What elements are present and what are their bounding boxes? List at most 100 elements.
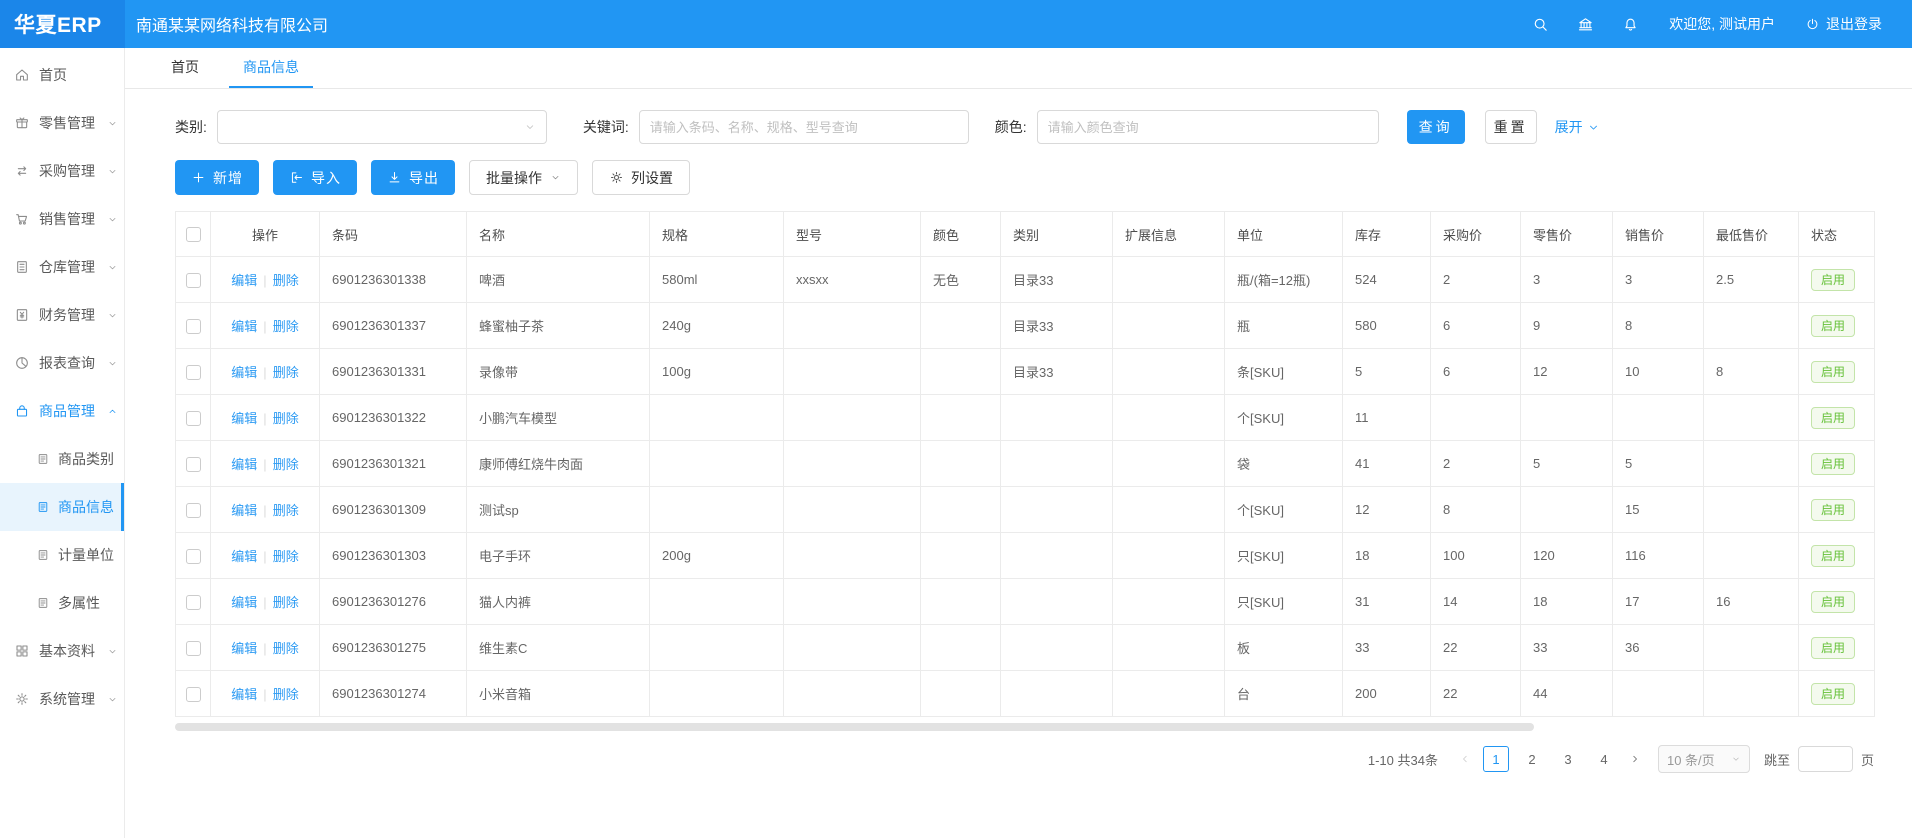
sidebar-subitem[interactable]: 商品类别 — [0, 435, 124, 483]
edit-link[interactable]: 编辑 — [231, 687, 258, 702]
export-button[interactable]: 导出 — [371, 160, 455, 195]
sidebar-item-gear[interactable]: 系统管理 — [0, 675, 124, 723]
sidebar-subitem[interactable]: 商品信息 — [0, 483, 124, 531]
bank-icon[interactable] — [1577, 16, 1594, 33]
keyword-input[interactable] — [638, 110, 969, 144]
bell-icon[interactable] — [1622, 16, 1639, 33]
import-icon — [289, 170, 304, 185]
delete-link[interactable]: 删除 — [272, 273, 299, 288]
row-checkbox[interactable] — [185, 640, 201, 656]
edit-link[interactable]: 编辑 — [231, 411, 258, 426]
row-checkbox[interactable] — [185, 364, 201, 380]
delete-link[interactable]: 删除 — [272, 503, 299, 518]
delete-link[interactable]: 删除 — [272, 365, 299, 380]
status-badge: 启用 — [1811, 682, 1856, 705]
category-select[interactable] — [216, 110, 547, 144]
jump-page-input[interactable] — [1797, 746, 1853, 772]
chevron-left-icon — [1459, 753, 1471, 765]
table-row: 编辑 | 删除 6901236301275 维生素C 板 33 22 33 36 启… — [175, 624, 1875, 671]
edit-link[interactable]: 编辑 — [231, 365, 258, 380]
delete-link[interactable]: 删除 — [272, 319, 299, 334]
tab-bar: 首页 商品信息 — [125, 48, 1912, 89]
cell-ext — [1112, 486, 1225, 533]
scrollbar-thumb[interactable] — [175, 723, 1535, 731]
page-number-button[interactable]: 1 — [1482, 746, 1509, 772]
row-checkbox[interactable] — [185, 502, 201, 518]
edit-link[interactable]: 编辑 — [231, 457, 258, 472]
sidebar-item-retail[interactable]: 零售管理 — [0, 99, 124, 147]
expand-link[interactable]: 展开 — [1555, 117, 1600, 137]
delete-link[interactable]: 删除 — [272, 687, 299, 702]
cell-sale-price: 15 — [1612, 486, 1704, 533]
page-number-button[interactable]: 3 — [1564, 751, 1572, 767]
import-button[interactable]: 导入 — [273, 160, 357, 195]
delete-link[interactable]: 删除 — [272, 595, 299, 610]
cell-category — [1000, 440, 1113, 487]
page-number-button[interactable]: 2 — [1528, 751, 1536, 767]
edit-link[interactable]: 编辑 — [231, 273, 258, 288]
sidebar-subitem[interactable]: 多属性 — [0, 579, 124, 627]
cell-sale-price: 8 — [1612, 302, 1704, 349]
cell-barcode: 6901236301274 — [319, 670, 467, 717]
edit-link[interactable]: 编辑 — [231, 503, 258, 518]
row-checkbox[interactable] — [185, 272, 201, 288]
cell-unit: 个[SKU] — [1224, 486, 1343, 533]
next-page-button[interactable] — [1622, 746, 1648, 772]
tab-home[interactable]: 首页 — [171, 59, 199, 75]
sidebar-item-warehouse[interactable]: 仓库管理 — [0, 243, 124, 291]
delete-link[interactable]: 删除 — [272, 457, 299, 472]
page-number-button[interactable]: 4 — [1600, 751, 1608, 767]
chevron-down-icon — [107, 262, 118, 273]
cell-unit: 只[SKU] — [1224, 532, 1343, 579]
cell-lowest-price — [1703, 670, 1799, 717]
edit-link[interactable]: 编辑 — [231, 319, 258, 334]
cell-model — [783, 486, 921, 533]
edit-link[interactable]: 编辑 — [231, 641, 258, 656]
reset-button[interactable]: 重置 — [1484, 110, 1537, 144]
batch-actions-button[interactable]: 批量操作 — [469, 160, 578, 195]
edit-link[interactable]: 编辑 — [231, 549, 258, 564]
delete-link[interactable]: 删除 — [272, 641, 299, 656]
edit-link[interactable]: 编辑 — [231, 595, 258, 610]
table-row: 编辑 | 删除 6901236301274 小米音箱 台 200 22 44 启用 — [175, 670, 1875, 717]
cell-ext — [1112, 578, 1225, 625]
row-checkbox[interactable] — [185, 548, 201, 564]
sidebar-subitem[interactable]: 计量单位 — [0, 531, 124, 579]
sidebar-item-report[interactable]: 报表查询 — [0, 339, 124, 387]
cell-model — [783, 394, 921, 441]
row-checkbox[interactable] — [185, 410, 201, 426]
cell-sale-price: 10 — [1612, 348, 1704, 395]
cell-retail-price — [1520, 394, 1613, 441]
page-size-select[interactable]: 10 条/页 — [1657, 745, 1750, 773]
row-checkbox[interactable] — [185, 594, 201, 610]
row-checkbox[interactable] — [185, 686, 201, 702]
delete-link[interactable]: 删除 — [272, 411, 299, 426]
sidebar-item-grid[interactable]: 基本资料 — [0, 627, 124, 675]
row-checkbox[interactable] — [185, 456, 201, 472]
column-settings-button[interactable]: 列设置 — [592, 160, 690, 195]
plus-icon — [191, 170, 206, 185]
delete-link[interactable]: 删除 — [272, 549, 299, 564]
cell-unit: 条[SKU] — [1224, 348, 1343, 395]
topbar-right: 欢迎您, 测试用户 退出登录 — [1504, 14, 1912, 34]
sidebar-item-purchase[interactable]: 采购管理 — [0, 147, 124, 195]
add-button[interactable]: 新增 — [175, 160, 259, 195]
select-all-checkbox[interactable] — [185, 227, 201, 243]
op-separator: | — [263, 273, 267, 288]
cell-category — [1000, 670, 1113, 717]
row-checkbox[interactable] — [185, 318, 201, 334]
sidebar-item-sales[interactable]: 销售管理 — [0, 195, 124, 243]
color-input[interactable] — [1036, 110, 1379, 144]
search-icon[interactable] — [1532, 16, 1549, 33]
sidebar-item-home[interactable]: 首页 — [0, 51, 124, 99]
sidebar-item-product[interactable]: 商品管理 — [0, 387, 124, 435]
tab-product-info[interactable]: 商品信息 — [229, 48, 313, 88]
cell-barcode: 6901236301322 — [319, 394, 467, 441]
sidebar-item-finance[interactable]: 财务管理 — [0, 291, 124, 339]
prev-page-button[interactable] — [1452, 746, 1478, 772]
logout-button[interactable]: 退出登录 — [1805, 14, 1882, 34]
sales-icon — [14, 211, 30, 227]
cell-category — [1000, 486, 1113, 533]
table-row: 编辑 | 删除 6901236301331 录像带 100g 目录33 条[SKU]… — [175, 348, 1875, 395]
search-button[interactable]: 查询 — [1406, 110, 1465, 144]
